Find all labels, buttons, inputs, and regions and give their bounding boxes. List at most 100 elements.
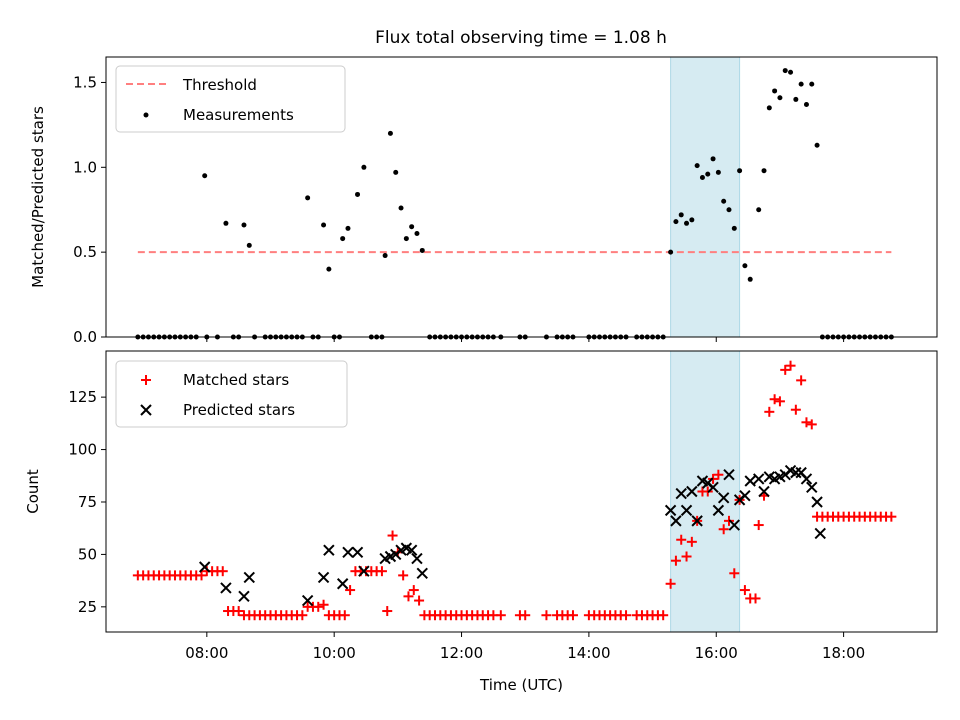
- predicted-star-point: [336, 578, 349, 590]
- top-legend: Threshold Measurements: [115, 65, 346, 133]
- predicted-star-point: [351, 546, 364, 559]
- bottom-y-tick-label: 125: [68, 388, 97, 406]
- legend-matched-swatch: [141, 375, 151, 385]
- matched-star-point: [790, 404, 801, 415]
- matched-star-point: [686, 536, 697, 547]
- legend-predicted-marker: [140, 404, 152, 416]
- matched-star-point: [408, 585, 419, 596]
- predicted-star-point: [416, 567, 428, 579]
- measurement-point: [689, 217, 695, 223]
- matched-star-point: [217, 566, 228, 577]
- matched-star-point: [769, 394, 780, 405]
- matched-star-point: [621, 610, 632, 621]
- chart-title: Flux total observing time = 1.08 h: [375, 28, 667, 48]
- predicted-star-point: [664, 504, 677, 517]
- measurement-point: [382, 253, 388, 259]
- predicted-star-point: [243, 571, 255, 584]
- measurement-point: [409, 224, 415, 230]
- predicted-star-point: [411, 552, 423, 565]
- measurement-point: [737, 168, 743, 174]
- bottom-x-ticks: 08:00 10:00 12:00 14:00 16:00 18:00: [185, 632, 865, 662]
- measurement-point: [731, 225, 737, 231]
- measurement-point: [798, 81, 804, 87]
- predicted-star-point: [670, 515, 682, 527]
- measurement-point: [747, 276, 753, 282]
- matched-star-point: [313, 601, 324, 612]
- measurement-point: [326, 266, 332, 272]
- x-tick-label: 12:00: [440, 644, 483, 662]
- matched-star-point: [670, 555, 681, 566]
- measurement-point: [761, 168, 767, 174]
- matched-star-point: [658, 610, 669, 621]
- matched-star-point: [713, 469, 724, 480]
- top-panel: 0.0 0.5 1.0 1.5 Matched/Predicted stars Thr…: [29, 56, 938, 346]
- bottom-y-ticks: 25 50 75 100 125: [68, 388, 106, 616]
- legend-threshold-label: Threshold: [182, 76, 257, 94]
- matched-star-point: [753, 520, 764, 531]
- measurement-point: [414, 230, 420, 236]
- predicted-star-point: [806, 481, 818, 494]
- matched-star-point: [681, 551, 692, 562]
- measurement-point: [678, 212, 684, 218]
- matched-star-point: [339, 610, 350, 621]
- measurement-point: [345, 225, 351, 231]
- measurement-point: [777, 95, 783, 101]
- matched-star-point: [886, 511, 897, 522]
- measurement-point: [387, 130, 393, 136]
- matched-star-point: [780, 364, 791, 375]
- measurement-point: [355, 191, 361, 197]
- top-legend-box: [115, 65, 346, 133]
- matched-star-point: [398, 570, 409, 581]
- matched-star-point: [739, 585, 750, 596]
- matched-star-point: [495, 610, 506, 621]
- predicted-star-point: [728, 519, 740, 531]
- x-tick-label: 08:00: [185, 644, 228, 662]
- measurement-point: [223, 220, 229, 226]
- legend-measurements-swatch: [143, 112, 149, 118]
- measurement-point: [814, 142, 820, 148]
- predicted-star-point: [342, 546, 354, 559]
- x-tick-label: 10:00: [313, 644, 356, 662]
- predicted-star-point: [317, 571, 330, 584]
- matched-star-point: [520, 610, 531, 621]
- top-y-tick-label: 0.5: [73, 243, 97, 261]
- matched-star-point: [297, 610, 308, 621]
- predicted-star-point: [717, 492, 730, 504]
- measurement-point: [726, 207, 732, 213]
- bottom-y-tick-label: 50: [78, 545, 97, 563]
- predicted-star-point: [800, 473, 813, 485]
- measurement-point: [803, 102, 809, 108]
- matched-star-point: [785, 360, 796, 371]
- legend-predicted-swatch: [140, 404, 152, 416]
- top-y-tick-label: 1.5: [73, 73, 97, 91]
- predicted-star-point: [405, 544, 418, 556]
- measurement-point: [699, 174, 705, 180]
- matched-star-point: [718, 524, 729, 535]
- matched-star-point: [318, 599, 329, 610]
- bottom-legend: Matched stars Predicted stars: [115, 360, 348, 428]
- predicted-star-point: [707, 481, 719, 494]
- bottom-star-points: [132, 360, 897, 621]
- legend-predicted-label: Predicted stars: [183, 401, 295, 419]
- top-highlight-span: [670, 56, 741, 338]
- highlight-span: [670, 56, 741, 338]
- matched-star-point: [376, 566, 387, 577]
- measurement-point: [710, 156, 716, 162]
- predicted-star-point: [811, 496, 823, 508]
- bottom-panel: 25 50 75 100 125 08:00 10:00 12:00 14:00 16:00 18…: [24, 350, 938, 694]
- predicted-star-point: [744, 475, 756, 487]
- legend-matched-marker: [141, 375, 151, 385]
- top-y-tick-label: 1.0: [73, 158, 97, 176]
- measurement-point: [321, 222, 327, 228]
- predicted-star-point: [752, 473, 765, 485]
- matched-star-point: [750, 593, 761, 604]
- measurement-point: [668, 249, 674, 255]
- bottom-axes-frame: [105, 350, 938, 633]
- matched-star-point: [806, 419, 817, 430]
- bottom-y-tick-label: 75: [78, 493, 97, 511]
- predicted-star-point: [723, 469, 735, 481]
- measurement-point: [340, 236, 346, 242]
- measurement-point: [782, 68, 788, 74]
- x-tick-label: 14:00: [567, 644, 610, 662]
